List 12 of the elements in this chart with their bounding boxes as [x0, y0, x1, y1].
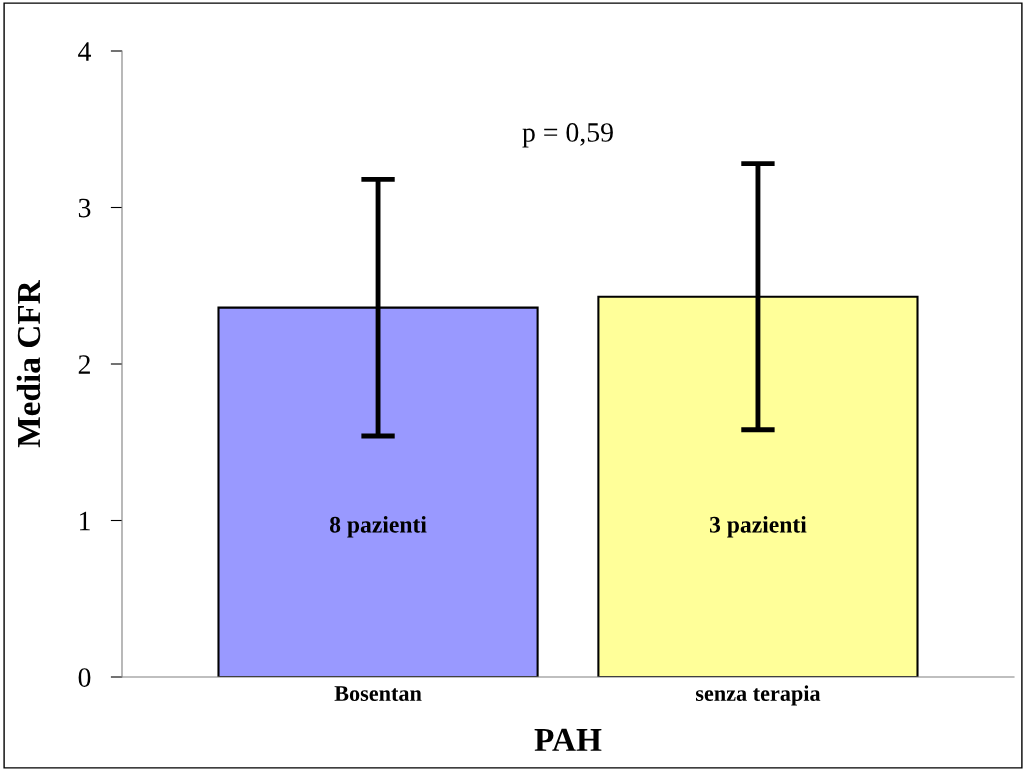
y-tick-label: 1: [80, 511, 90, 531]
annotation: 8 pazienti: [329, 516, 427, 538]
y-axis-title: Media CFR: [16, 279, 41, 448]
x-tick-label: Bosentan: [334, 686, 422, 701]
x-tick-label: senza terapia: [695, 685, 821, 706]
y-tick-label: 4: [78, 42, 92, 61]
y-tick-label: 3: [78, 198, 91, 218]
y-tick-label: 2: [78, 355, 90, 374]
y-tick-label: 0: [78, 668, 91, 687]
annotation: p = 0,59: [522, 123, 613, 148]
annotation: 3 pazienti: [709, 516, 807, 538]
x-axis-title: PAH: [534, 728, 602, 751]
